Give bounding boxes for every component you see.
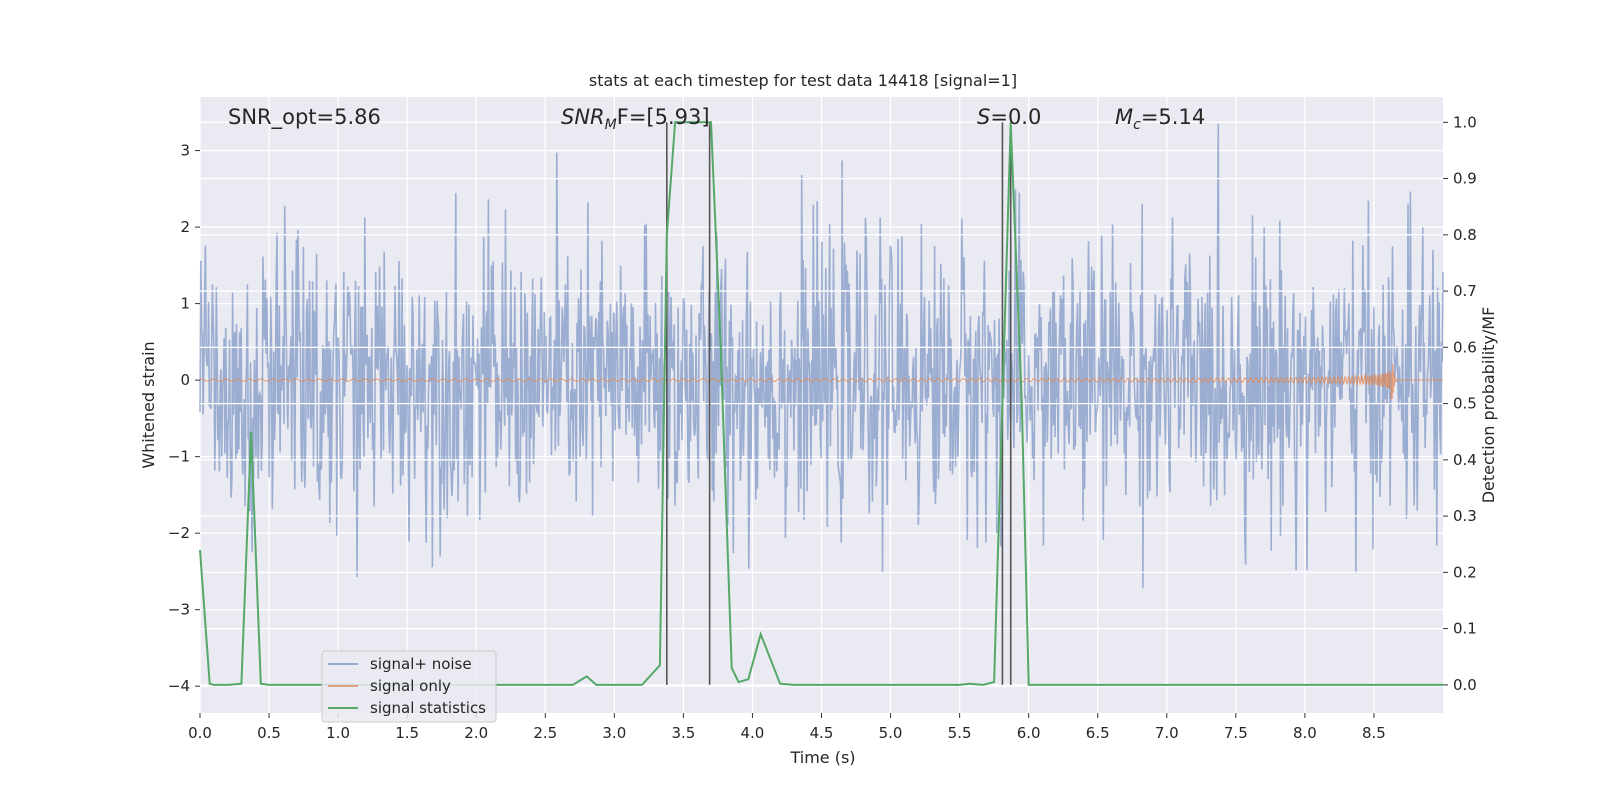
signal-statistics-series [199, 121, 1443, 686]
x-tick-label: 3.5 [671, 724, 695, 742]
signal-only-line [199, 364, 1443, 400]
y-right-tick-label: 0.5 [1453, 395, 1477, 413]
x-tick-label: 0.0 [188, 724, 212, 742]
x-axis-ticks: 0.0 0.5 1.0 1.5 2.0 2.5 3.0 3.5 4.0 4.5 5.0 5.5 6.0 6… [188, 713, 1386, 742]
legend-entry-signal-only: signal only [370, 677, 451, 695]
legend-entry-signal-statistics: signal statistics [370, 699, 486, 717]
legend: signal+ noise signal only signal statist… [321, 650, 497, 723]
signal-noise-line [199, 123, 1444, 589]
y-right-tick-label: 1.0 [1453, 113, 1477, 131]
x-tick-label: 1.5 [395, 724, 419, 742]
x-axis-label: Time (s) [789, 748, 855, 767]
y-tick-label: 0 [180, 371, 190, 389]
x-tick-label: 5.0 [879, 724, 903, 742]
signal-noise-series [199, 123, 1444, 589]
x-tick-label: 2.0 [464, 724, 488, 742]
x-tick-label: 0.5 [257, 724, 281, 742]
s-annotation: S=0.0 [977, 105, 1041, 129]
x-tick-label: 7.0 [1155, 724, 1179, 742]
x-tick-label: 3.0 [602, 724, 626, 742]
y-tick-label: −3 [168, 601, 190, 619]
x-tick-label: 4.5 [810, 724, 834, 742]
y-right-tick-label: 0.3 [1453, 507, 1477, 525]
y-right-tick-label: 0.7 [1453, 282, 1477, 300]
x-tick-label: 5.5 [948, 724, 972, 742]
mc-annotation: Mc=5.14 [1115, 105, 1205, 133]
x-tick-label: 8.5 [1362, 724, 1386, 742]
legend-box [321, 650, 497, 723]
y-axis-right-ticks: 0.0 0.1 0.2 0.3 0.4 0.5 0.6 0.7 0.8 0.9 1.0 [1443, 113, 1477, 694]
x-tick-label: 6.5 [1086, 724, 1110, 742]
x-tick-label: 6.0 [1017, 724, 1041, 742]
y-tick-label: 1 [180, 295, 190, 313]
x-tick-label: 8.0 [1293, 724, 1317, 742]
snr-opt-annotation: SNR_opt=5.86 [228, 105, 381, 130]
x-tick-label: 4.0 [741, 724, 765, 742]
y-right-tick-label: 0.8 [1453, 226, 1477, 244]
y-right-tick-label: 0.6 [1453, 338, 1477, 356]
y-right-tick-label: 0.9 [1453, 170, 1477, 188]
y-tick-label: −4 [168, 677, 190, 695]
y-axis-label: Whitened strain [139, 341, 158, 468]
y-right-tick-label: 0.1 [1453, 620, 1477, 638]
y-axis-right-label: Detection probability/MF [1479, 307, 1498, 504]
x-tick-label: 1.0 [326, 724, 350, 742]
snr-mf-annotation: SNRMF=[5.93] [561, 105, 710, 133]
signal-only-series [199, 364, 1443, 400]
signal-statistics-line [199, 121, 1443, 686]
x-tick-label: 2.5 [533, 724, 557, 742]
chart-title: stats at each timestep for test data 144… [589, 71, 1017, 90]
y-right-tick-label: 0.0 [1453, 676, 1477, 694]
legend-entry-signal-noise: signal+ noise [370, 655, 472, 673]
x-tick-label: 7.5 [1224, 724, 1248, 742]
y-tick-label: 2 [180, 218, 190, 236]
y-right-tick-label: 0.2 [1453, 563, 1477, 581]
y-axis-left-ticks: −4 −3 −2 −1 0 1 2 3 [168, 142, 200, 695]
y-tick-label: 3 [180, 142, 190, 160]
y-right-tick-label: 0.4 [1453, 451, 1477, 469]
y-tick-label: −2 [168, 524, 190, 542]
y-tick-label: −1 [168, 448, 190, 466]
right-axis-gridlines [200, 121, 1443, 686]
